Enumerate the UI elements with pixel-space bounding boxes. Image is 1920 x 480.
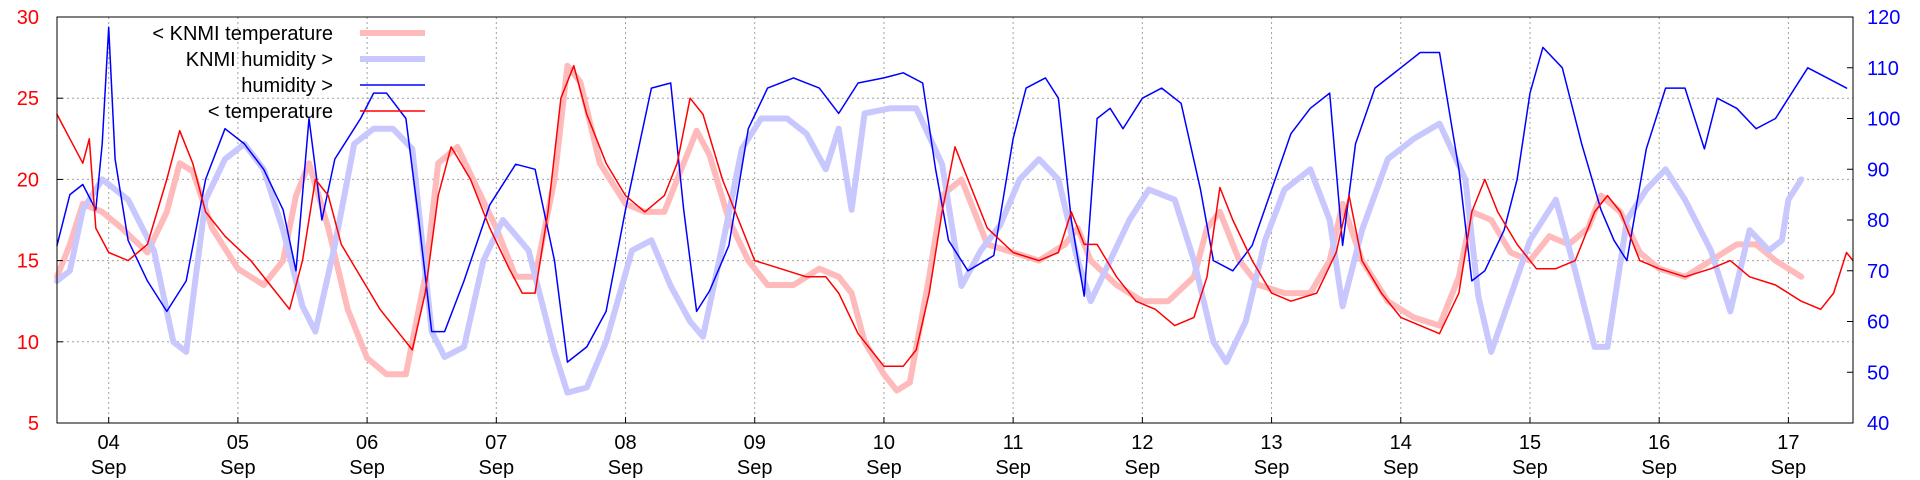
tick-label-left: 25 — [17, 88, 39, 110]
tick-label-day: 17 — [1777, 432, 1799, 454]
tick-label-day: 10 — [873, 432, 895, 454]
tick-label-day: 14 — [1390, 432, 1412, 454]
tick-label-left: 15 — [17, 251, 39, 273]
grid — [57, 17, 1853, 423]
tick-label-month: Sep — [349, 457, 385, 479]
tick-label-day: 09 — [744, 432, 766, 454]
tick-label-day: 13 — [1260, 432, 1282, 454]
tick-label-month: Sep — [737, 457, 773, 479]
series-line-1 — [54, 105, 1805, 396]
tick-label-day: 12 — [1131, 432, 1153, 454]
tick-label-month: Sep — [1125, 457, 1161, 479]
legend-label: KNMI humidity > — [186, 49, 333, 71]
tick-label-day: 06 — [356, 432, 378, 454]
tick-label-month: Sep — [91, 457, 127, 479]
tick-label-right: 100 — [1867, 109, 1900, 131]
tick-label-right: 80 — [1867, 210, 1889, 232]
tick-label-day: 15 — [1519, 432, 1541, 454]
tick-label-right: 50 — [1867, 362, 1889, 384]
tick-label-left: 30 — [17, 7, 39, 29]
tick-label-month: Sep — [220, 457, 256, 479]
x-axis-dates: 04 Sep 05 Sep 06 Sep 07 Sep 08 Sep 09 Sep 10 Sep 11 Sep… — [91, 417, 1806, 479]
tick-label-day: 16 — [1648, 432, 1670, 454]
tick-label-day: 07 — [485, 432, 507, 454]
tick-label-month: Sep — [479, 457, 515, 479]
tick-label-right: 120 — [1867, 7, 1900, 29]
tick-label-left: 20 — [17, 169, 39, 191]
tick-label-month: Sep — [608, 457, 644, 479]
tick-label-month: Sep — [866, 457, 902, 479]
tick-label-right: 110 — [1867, 58, 1899, 80]
series-line-0 — [54, 62, 1805, 394]
legend-label: < temperature — [208, 101, 333, 123]
tick-label-month: Sep — [1383, 457, 1419, 479]
tick-label-right: 70 — [1867, 261, 1889, 283]
tick-label-right: 40 — [1867, 413, 1889, 435]
tick-label-month: Sep — [995, 457, 1031, 479]
series-line-3 — [56, 64, 1854, 367]
tick-label-left: 10 — [17, 332, 39, 354]
series-lines — [54, 26, 1854, 396]
tick-label-month: Sep — [1771, 457, 1807, 479]
tick-label-month: Sep — [1254, 457, 1290, 479]
tick-label-left: 5 — [28, 413, 39, 435]
tick-label-day: 05 — [227, 432, 249, 454]
tick-label-day: 11 — [1003, 432, 1024, 454]
right-axis-humidity: 40 50 60 70 80 90 100 110 120 — [1847, 7, 1900, 435]
tick-label-right: 60 — [1867, 312, 1889, 334]
tick-label-right: 90 — [1867, 159, 1889, 181]
tick-label-day: 08 — [614, 432, 636, 454]
tick-label-day: 04 — [98, 432, 120, 454]
left-axis-temperature: 5 10 15 20 25 30 — [17, 7, 63, 435]
legend: < KNMI temperature KNMI humidity > humidit… — [152, 23, 425, 123]
tick-label-month: Sep — [1512, 457, 1548, 479]
tick-label-month: Sep — [1641, 457, 1677, 479]
legend-label: < KNMI temperature — [152, 23, 333, 45]
legend-label: humidity > — [241, 75, 333, 97]
series-line-2 — [56, 26, 1848, 363]
